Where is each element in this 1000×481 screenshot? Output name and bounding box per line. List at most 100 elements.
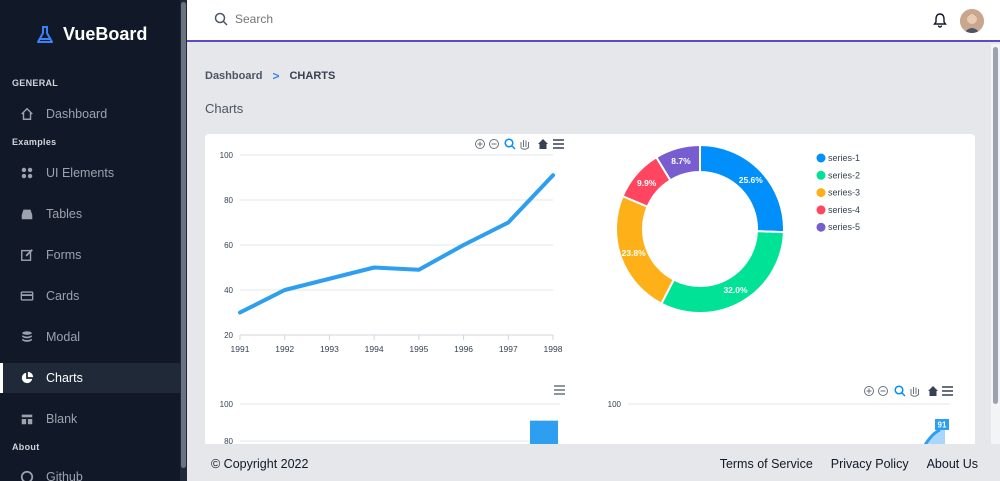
home-icon <box>21 107 33 120</box>
legend-label[interactable]: series-3 <box>828 188 860 198</box>
y-tick-label: 20 <box>224 331 233 340</box>
legend-label[interactable]: series-5 <box>828 222 860 232</box>
database-icon <box>22 331 32 342</box>
main-scrollbar-thumb[interactable] <box>993 47 998 404</box>
sidebar-item-charts[interactable]: Charts <box>0 363 180 393</box>
line-chart-toolbar <box>475 138 564 150</box>
edit-icon <box>21 249 33 261</box>
legend-marker[interactable] <box>816 153 826 163</box>
donut-slice-series-5[interactable] <box>654 143 701 182</box>
reset-home-icon[interactable] <box>538 139 548 149</box>
bar-chart-menu-icon[interactable] <box>554 385 565 395</box>
donut-slice-label: 32.0% <box>723 285 748 295</box>
avatar[interactable] <box>960 9 984 33</box>
github-icon <box>20 470 34 481</box>
pan-icon[interactable] <box>910 387 920 397</box>
reset-home-icon[interactable] <box>928 386 938 396</box>
donut-slice-series-1[interactable] <box>699 143 785 234</box>
sidebar-item-tables[interactable]: Tables <box>0 199 180 229</box>
sidebar-item-label: Blank <box>46 412 78 426</box>
zoom-select-icon[interactable] <box>504 138 516 150</box>
legend-marker[interactable] <box>816 205 826 215</box>
sidebar: VueBoard GENERAL Dashboard Examples UI E… <box>0 0 187 481</box>
legend-label[interactable]: series-2 <box>828 170 860 180</box>
sidebar-item-label: Dashboard <box>46 107 108 121</box>
sidebar-item-label: Cards <box>46 289 80 303</box>
legend-marker[interactable] <box>816 222 826 232</box>
donut-slice-label: 9.9% <box>637 178 657 188</box>
bell-icon[interactable] <box>932 12 948 28</box>
x-tick-label: 1992 <box>275 344 294 354</box>
search-input[interactable] <box>235 12 435 26</box>
y-tick-label: 100 <box>220 400 234 409</box>
sidebar-scrollbar-thumb[interactable] <box>181 2 186 468</box>
breadcrumb: Dashboard > CHARTS <box>205 69 335 83</box>
line-series[interactable] <box>238 173 555 315</box>
section-examples: Examples <box>12 137 57 147</box>
section-about: About <box>12 442 40 452</box>
sidebar-item-label: Modal <box>46 330 81 344</box>
terms-link[interactable]: Terms of Service <box>719 457 813 471</box>
breadcrumb-separator: > <box>272 69 280 83</box>
sidebar-item-label: Tables <box>46 207 83 221</box>
breadcrumb-dashboard-link[interactable]: Dashboard <box>205 70 263 82</box>
sidebar-item-label: Charts <box>46 371 83 385</box>
footer: © Copyright 2022 Terms of Service Privac… <box>187 444 1000 481</box>
y-tick-label: 80 <box>224 437 233 446</box>
zoom-out-icon[interactable] <box>878 386 888 396</box>
grid-dots-icon <box>21 167 33 179</box>
brand-name: VueBoard <box>63 24 148 44</box>
zoom-in-icon[interactable] <box>475 139 485 149</box>
x-tick-label: 1997 <box>499 344 518 354</box>
donut-slice-label: 25.6% <box>739 175 764 185</box>
data-label-box <box>935 419 949 430</box>
donut-slice-series-2[interactable] <box>660 230 785 314</box>
charts-svg: 100 80 60 40 20 1991 1992 1993 1994 1995 1996 1997 1… <box>220 138 953 464</box>
footer-links: Terms of Service Privacy Policy About Us <box>720 457 978 471</box>
y-tick-label: 40 <box>224 286 233 295</box>
breadcrumb-current: CHARTS <box>289 70 336 82</box>
pie-chart-icon <box>21 371 34 384</box>
sidebar-item-label: Forms <box>46 248 82 262</box>
zoom-in-icon[interactable] <box>864 386 874 396</box>
zoom-select-icon[interactable] <box>894 385 906 397</box>
legend-label[interactable]: series-4 <box>828 205 860 215</box>
privacy-link[interactable]: Privacy Policy <box>830 457 909 471</box>
inbox-icon <box>21 209 33 220</box>
section-general: GENERAL <box>12 78 59 88</box>
copyright-text: © Copyright 2022 <box>211 457 309 471</box>
zoom-out-icon[interactable] <box>489 139 499 149</box>
x-tick-label: 1995 <box>409 344 428 354</box>
donut-slice-label: 23.8% <box>622 248 647 258</box>
x-tick-label: 1996 <box>454 344 473 354</box>
data-label: 91 <box>938 421 947 430</box>
legend-marker[interactable] <box>816 170 826 180</box>
credit-card-icon <box>20 291 34 301</box>
top-bar <box>187 0 1000 42</box>
sidebar-item-dashboard[interactable]: Dashboard <box>0 99 180 129</box>
sidebar-item-label: UI Elements <box>46 166 115 180</box>
brand[interactable]: VueBoard <box>35 24 147 45</box>
x-tick-label: 1991 <box>231 344 250 354</box>
sidebar-item-github[interactable]: Github <box>0 462 180 481</box>
about-link[interactable]: About Us <box>926 457 978 471</box>
sidebar-item-ui-elements[interactable]: UI Elements <box>0 158 180 188</box>
page-title: Charts <box>205 101 244 116</box>
table-icon <box>21 414 33 425</box>
sidebar-item-modal[interactable]: Modal <box>0 322 180 352</box>
legend-marker[interactable] <box>816 188 826 198</box>
search-box[interactable] <box>214 12 435 26</box>
donut-slice-label: 8.7% <box>671 156 691 166</box>
menu-icon[interactable] <box>942 386 953 396</box>
x-tick-label: 1993 <box>320 344 339 354</box>
sidebar-item-forms[interactable]: Forms <box>0 240 180 270</box>
flask-icon <box>37 25 53 43</box>
sidebar-item-cards[interactable]: Cards <box>0 281 180 311</box>
legend-label[interactable]: series-1 <box>828 153 860 163</box>
sidebar-item-label: Github <box>46 470 83 481</box>
y-tick-label: 60 <box>224 241 233 250</box>
pan-icon[interactable] <box>520 140 530 150</box>
y-tick-label: 100 <box>608 400 622 409</box>
sidebar-item-blank[interactable]: Blank <box>0 404 180 434</box>
menu-icon[interactable] <box>553 139 564 149</box>
